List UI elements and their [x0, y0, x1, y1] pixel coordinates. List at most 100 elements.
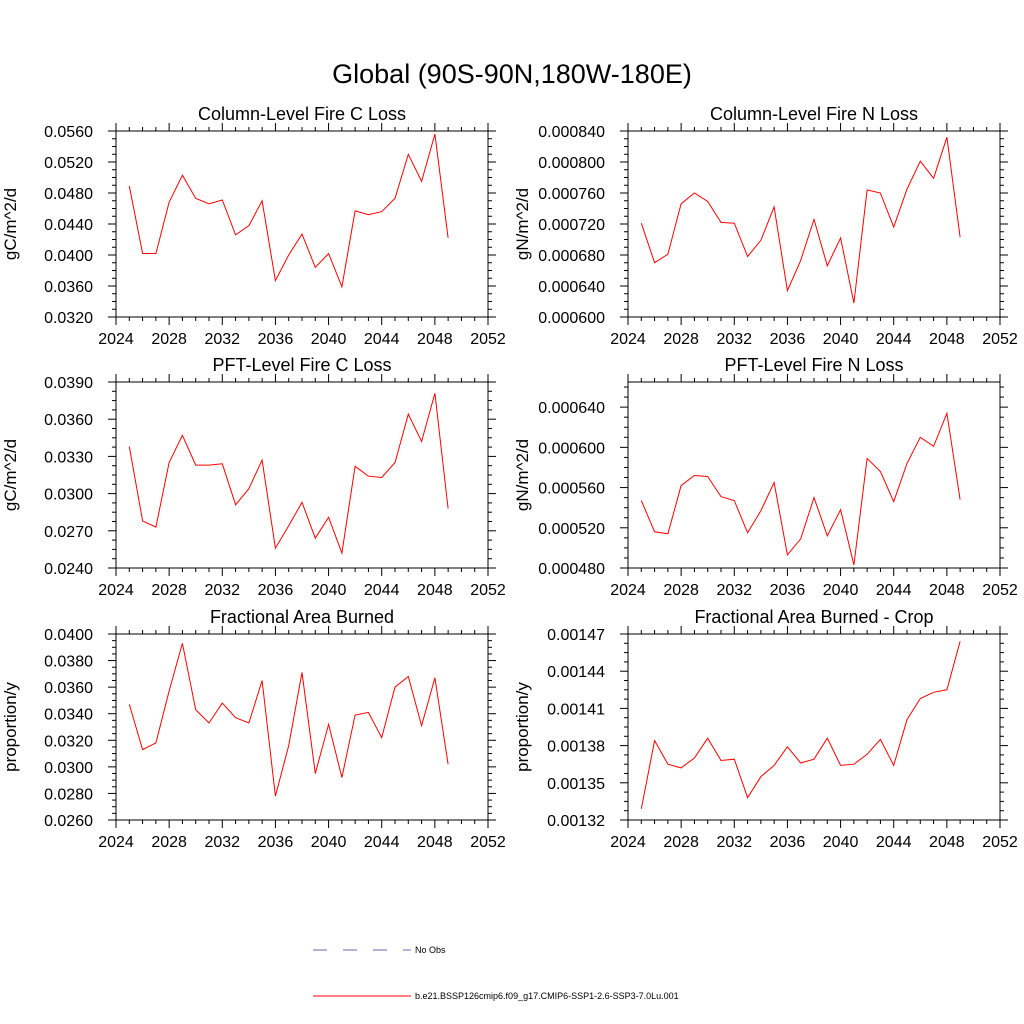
- panel-title: PFT-Level Fire C Loss: [212, 355, 391, 375]
- series-line: [128, 393, 449, 556]
- x-tick-label: 2040: [823, 582, 859, 599]
- y-tick-label: 0.00144: [547, 664, 605, 681]
- y-tick-label: 0.0270: [44, 524, 93, 541]
- x-tick-label: 2040: [311, 582, 347, 599]
- x-tick-label: 2036: [770, 582, 806, 599]
- x-tick-label: 2044: [876, 582, 912, 599]
- x-tick-label: 2036: [258, 582, 294, 599]
- y-tick-label: 0.000840: [538, 124, 605, 141]
- y-tick-label: 0.0240: [44, 561, 93, 578]
- panel-title: Column-Level Fire N Loss: [710, 104, 918, 124]
- y-tick-label: 0.000800: [538, 155, 605, 172]
- x-tick-label: 2028: [151, 331, 187, 348]
- y-tick-label: 0.0360: [44, 412, 93, 429]
- y-tick-label: 0.000480: [538, 561, 605, 578]
- y-tick-label: 0.0320: [44, 733, 93, 750]
- x-tick-label: 2032: [204, 331, 240, 348]
- x-tick-label: 2028: [663, 834, 699, 851]
- chart-panel: 2024 2028 2032 2036 2040 2044 2048 2052 0.0260 0.…: [1, 607, 506, 851]
- y-tick-label: 0.0300: [44, 487, 93, 504]
- x-tick-label: 2024: [98, 331, 134, 348]
- x-tick-label: 2044: [364, 834, 400, 851]
- x-tick-label: 2048: [417, 331, 453, 348]
- series-line: [128, 643, 449, 797]
- x-tick-label: 2040: [823, 834, 859, 851]
- legend-label: No Obs: [415, 945, 446, 955]
- figure-title: Global (90S-90N,180W-180E): [332, 59, 692, 89]
- panel-title: Column-Level Fire C Loss: [198, 104, 406, 124]
- y-tick-label: 0.0400: [44, 627, 93, 644]
- x-tick-label: 2052: [982, 834, 1018, 851]
- x-tick-label: 2040: [311, 834, 347, 851]
- x-tick-label: 2032: [716, 582, 752, 599]
- series-line: [128, 133, 449, 289]
- x-tick-label: 2052: [982, 582, 1018, 599]
- plot-frame: [115, 633, 489, 821]
- y-axis-label: proportion/y: [513, 682, 532, 772]
- plot-frame: [627, 130, 1001, 318]
- series-line: [640, 411, 961, 566]
- y-tick-label: 0.0300: [44, 760, 93, 777]
- y-tick-label: 0.0390: [44, 375, 93, 392]
- x-tick-label: 2036: [770, 834, 806, 851]
- x-tick-label: 2032: [716, 331, 752, 348]
- x-tick-label: 2032: [716, 834, 752, 851]
- y-tick-label: 0.0400: [44, 248, 93, 265]
- x-tick-label: 2028: [151, 834, 187, 851]
- legend: No Obs b.e21.BSSP126cmip6.f09_g17.CMIP6-S…: [313, 945, 679, 1001]
- x-tick-label: 2024: [610, 331, 646, 348]
- y-tick-label: 0.00141: [547, 701, 605, 718]
- legend-label: b.e21.BSSP126cmip6.f09_g17.CMIP6-SSP1-2.…: [415, 991, 679, 1001]
- x-tick-label: 2028: [151, 582, 187, 599]
- plot-frame: [115, 130, 489, 318]
- y-tick-label: 0.000600: [538, 440, 605, 457]
- y-tick-label: 0.0380: [44, 654, 93, 671]
- x-tick-label: 2024: [610, 582, 646, 599]
- plot-frame: [627, 633, 1001, 821]
- x-tick-label: 2044: [364, 582, 400, 599]
- y-tick-label: 0.0360: [44, 279, 93, 296]
- y-tick-label: 0.000600: [538, 310, 605, 327]
- y-tick-label: 0.000680: [538, 248, 605, 265]
- x-tick-label: 2032: [204, 582, 240, 599]
- x-tick-label: 2044: [364, 331, 400, 348]
- y-tick-label: 0.000760: [538, 186, 605, 203]
- y-tick-label: 0.0280: [44, 786, 93, 803]
- y-tick-label: 0.000640: [538, 279, 605, 296]
- x-tick-label: 2052: [470, 582, 506, 599]
- panel-title: Fractional Area Burned - Crop: [694, 607, 933, 627]
- y-tick-label: 0.0330: [44, 449, 93, 466]
- chart-panel: 2024 2028 2032 2036 2040 2044 2048 2052 0.0240 0.…: [1, 355, 506, 599]
- x-tick-label: 2032: [204, 834, 240, 851]
- x-tick-label: 2048: [929, 834, 965, 851]
- y-tick-label: 0.0320: [44, 310, 93, 327]
- x-tick-label: 2036: [258, 331, 294, 348]
- panel-title: PFT-Level Fire N Loss: [724, 355, 903, 375]
- y-tick-label: 0.0560: [44, 124, 93, 141]
- x-tick-label: 2048: [929, 582, 965, 599]
- x-tick-label: 2040: [823, 331, 859, 348]
- x-tick-label: 2048: [417, 834, 453, 851]
- x-tick-label: 2028: [663, 331, 699, 348]
- x-tick-label: 2052: [982, 331, 1018, 348]
- x-tick-label: 2028: [663, 582, 699, 599]
- chart-panel: 2024 2028 2032 2036 2040 2044 2048 2052 0.00132 0…: [513, 607, 1018, 851]
- x-tick-label: 2044: [876, 331, 912, 348]
- x-tick-label: 2044: [876, 834, 912, 851]
- y-tick-label: 0.0520: [44, 155, 93, 172]
- y-tick-label: 0.000560: [538, 481, 605, 498]
- y-axis-label: gC/m^2/d: [1, 439, 20, 511]
- plot-frame: [115, 381, 489, 569]
- y-tick-label: 0.000520: [538, 521, 605, 538]
- y-tick-label: 0.00138: [547, 739, 605, 756]
- x-tick-label: 2048: [929, 331, 965, 348]
- y-axis-label: proportion/y: [1, 682, 20, 772]
- x-tick-label: 2024: [610, 834, 646, 851]
- x-tick-label: 2036: [770, 331, 806, 348]
- y-axis-label: gC/m^2/d: [1, 188, 20, 260]
- y-tick-label: 0.000720: [538, 217, 605, 234]
- y-tick-label: 0.0260: [44, 813, 93, 830]
- series-line: [640, 137, 961, 304]
- y-tick-label: 0.00147: [547, 627, 605, 644]
